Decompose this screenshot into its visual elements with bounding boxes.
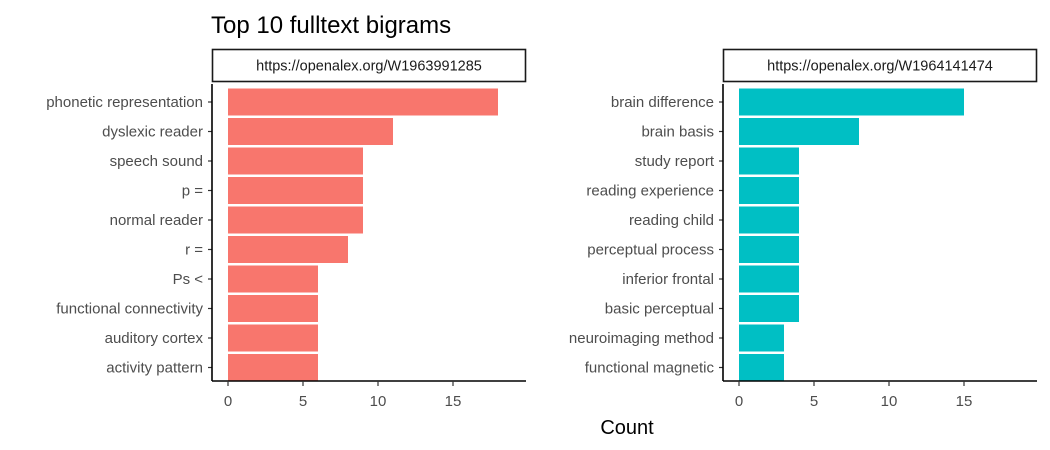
bar — [228, 88, 498, 116]
x-tick-label: 0 — [735, 393, 743, 410]
bar — [739, 354, 784, 381]
bar — [739, 295, 799, 322]
x-tick-label: 10 — [370, 393, 387, 410]
category-label: reading child — [629, 212, 714, 229]
bar — [228, 265, 318, 293]
category-label: neuroimaging method — [569, 330, 714, 347]
category-label: inferior frontal — [622, 271, 714, 288]
x-tick-label: 15 — [956, 393, 973, 410]
category-label: functional connectivity — [56, 301, 203, 318]
category-label: reading experience — [586, 183, 714, 200]
bar — [228, 206, 363, 234]
category-label: dyslexic reader — [102, 124, 203, 141]
category-label: p = — [182, 183, 204, 200]
category-label: activity pattern — [106, 360, 203, 377]
x-tick-label: 15 — [445, 393, 462, 410]
bar — [228, 295, 318, 322]
x-tick-label: 10 — [881, 393, 898, 410]
x-tick-label: 0 — [224, 393, 232, 410]
category-label: Ps < — [173, 271, 204, 288]
x-tick-label: 5 — [810, 393, 818, 410]
chart-title: Top 10 fulltext bigrams — [211, 12, 451, 39]
bar — [228, 324, 318, 352]
strip-label: https://openalex.org/W1964141474 — [767, 59, 993, 75]
bar — [739, 177, 799, 204]
bar — [739, 147, 799, 175]
bar — [739, 206, 799, 234]
x-axis-title: Count — [600, 417, 654, 439]
bar — [739, 236, 799, 263]
bar — [739, 265, 799, 293]
bar — [228, 354, 318, 381]
category-label: brain difference — [611, 94, 714, 111]
category-label: perceptual process — [587, 242, 714, 259]
category-label: study report — [635, 153, 715, 170]
category-label: brain basis — [641, 124, 714, 141]
category-label: auditory cortex — [105, 330, 204, 347]
bar — [228, 177, 363, 204]
bar — [739, 118, 859, 145]
category-label: basic perceptual — [605, 301, 714, 318]
x-tick-label: 5 — [299, 393, 307, 410]
strip-box — [211, 48, 527, 83]
category-label: phonetic representation — [46, 94, 203, 111]
bar — [739, 324, 784, 352]
strip-label: https://openalex.org/W1963991285 — [256, 59, 482, 75]
panel-right: https://openalex.org/W1964141474 brain di… — [569, 48, 1038, 410]
strip-box — [722, 48, 1038, 83]
bar — [228, 147, 363, 175]
bar — [739, 88, 964, 116]
category-label: normal reader — [110, 212, 203, 229]
category-label: speech sound — [110, 153, 203, 170]
category-label: r = — [185, 242, 203, 259]
bar — [228, 118, 393, 145]
category-label: functional magnetic — [585, 360, 715, 377]
bar — [228, 236, 348, 263]
panel-left: https://openalex.org/W1963991285 phonetic… — [46, 48, 527, 410]
